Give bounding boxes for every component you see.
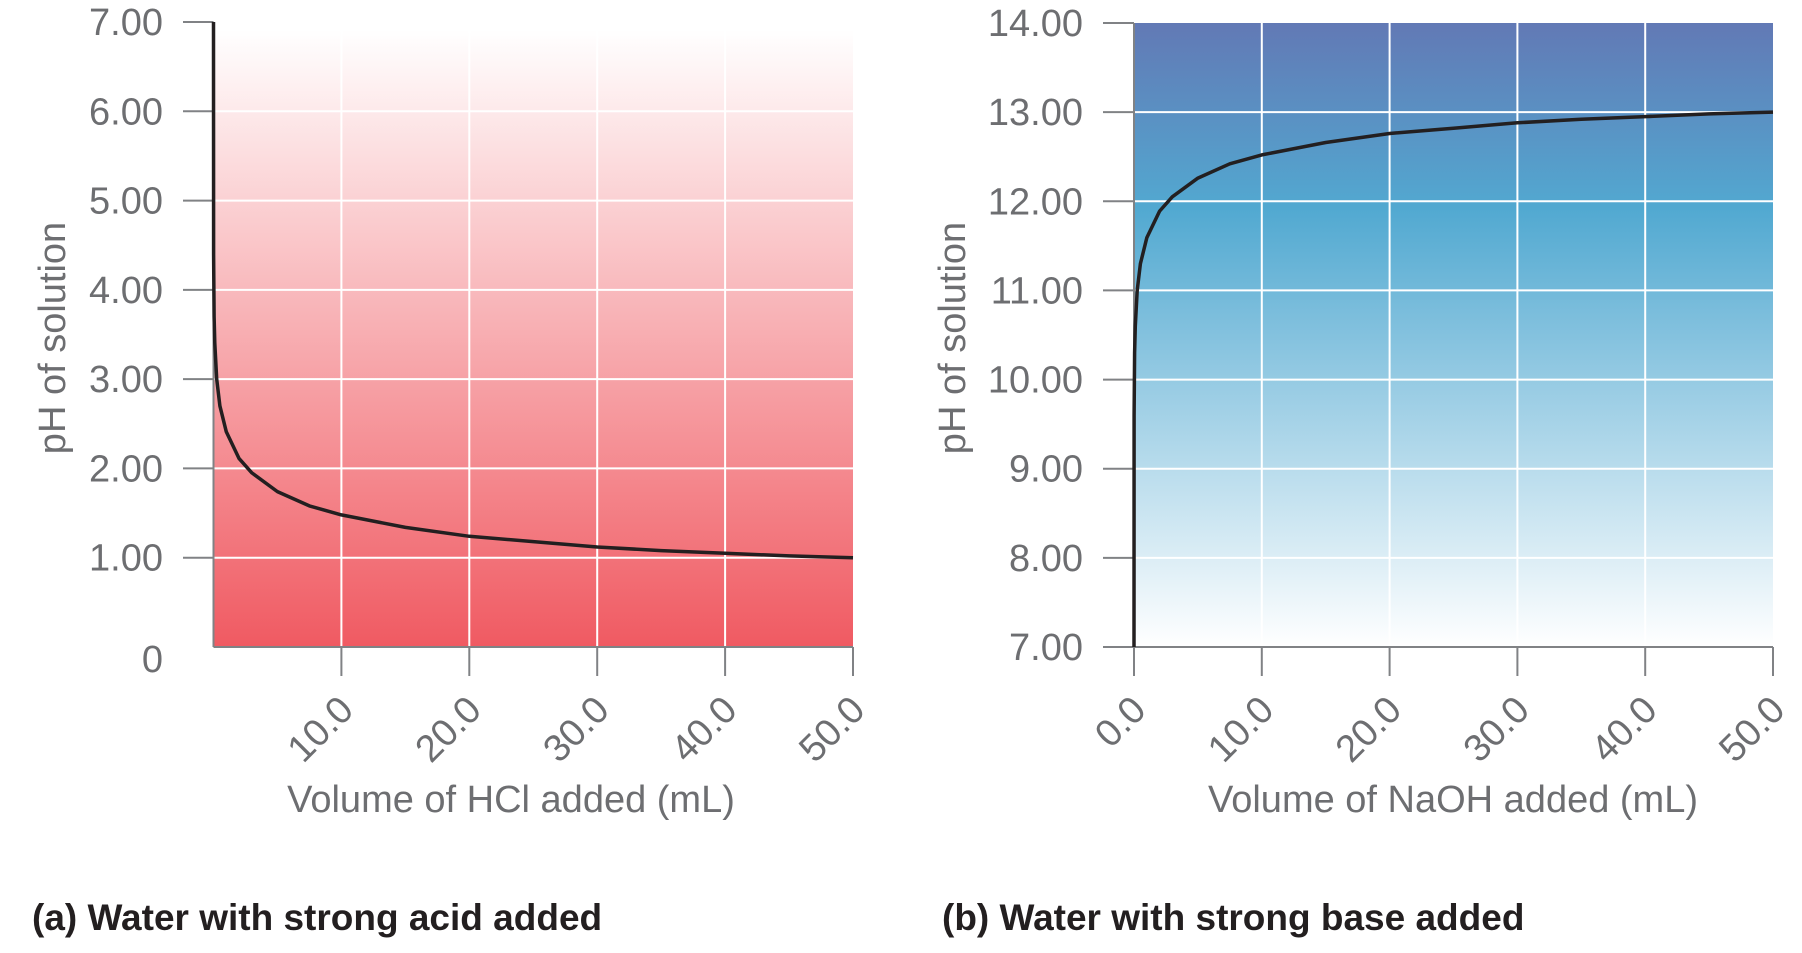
y-tick-label: 9.00	[1009, 449, 1083, 491]
y-axis-label: pH of solution	[32, 222, 74, 454]
x-tick-label: 50.0	[791, 689, 873, 771]
y-tick-label: 7.00	[1009, 627, 1083, 669]
y-tick-label: 10.00	[988, 360, 1083, 402]
x-tick-label: 30.0	[536, 689, 618, 771]
y-tick-label: 11.00	[991, 270, 1083, 312]
y-tick-label: 5.00	[89, 181, 163, 223]
chart-acid: pH of solution Volume of HCl added (mL) …	[32, 2, 873, 938]
x-tick-label: 40.0	[1584, 689, 1666, 771]
plot-background	[213, 30, 853, 647]
y-tick-label: 12.00	[988, 181, 1083, 223]
ph-curve	[211, 21, 854, 560]
y-tick-label: 2.00	[89, 448, 163, 490]
y-tick-label: 13.00	[988, 92, 1083, 134]
x-tick-label: 10.0	[280, 689, 362, 771]
x-axis-label: Volume of NaOH added (mL)	[1208, 779, 1698, 821]
y-tick-label: 7.00	[89, 2, 163, 44]
y-tick-label: 4.00	[89, 270, 163, 312]
x-tick-label: 10.0	[1200, 689, 1282, 771]
y-tick-label: 6.00	[89, 91, 163, 133]
x-tick-label: 0.0	[1087, 689, 1154, 756]
x-tick-label: 30.0	[1456, 689, 1538, 771]
x-tick-label: 40.0	[663, 689, 745, 771]
y-tick-label: 8.00	[1009, 538, 1083, 580]
chart-base: pH of solution Volume of NaOH added (mL)…	[932, 3, 1793, 938]
x-tick-label: 20.0	[408, 689, 490, 771]
chart-caption: (a) Water with strong acid added	[32, 897, 602, 938]
y-tick-label: 1.00	[89, 538, 163, 580]
y-axis-label: pH of solution	[932, 222, 974, 454]
y-tick-label: 0	[142, 639, 163, 681]
y-tick-label: 3.00	[89, 359, 163, 401]
x-tick-label: 20.0	[1328, 689, 1410, 771]
y-tick-label: 14.00	[988, 3, 1083, 45]
chart-caption: (b) Water with strong base added	[942, 897, 1524, 938]
x-axis-label: Volume of HCl added (mL)	[287, 779, 735, 821]
x-tick-label: 50.0	[1711, 689, 1793, 771]
ph-curve	[1132, 110, 1774, 648]
